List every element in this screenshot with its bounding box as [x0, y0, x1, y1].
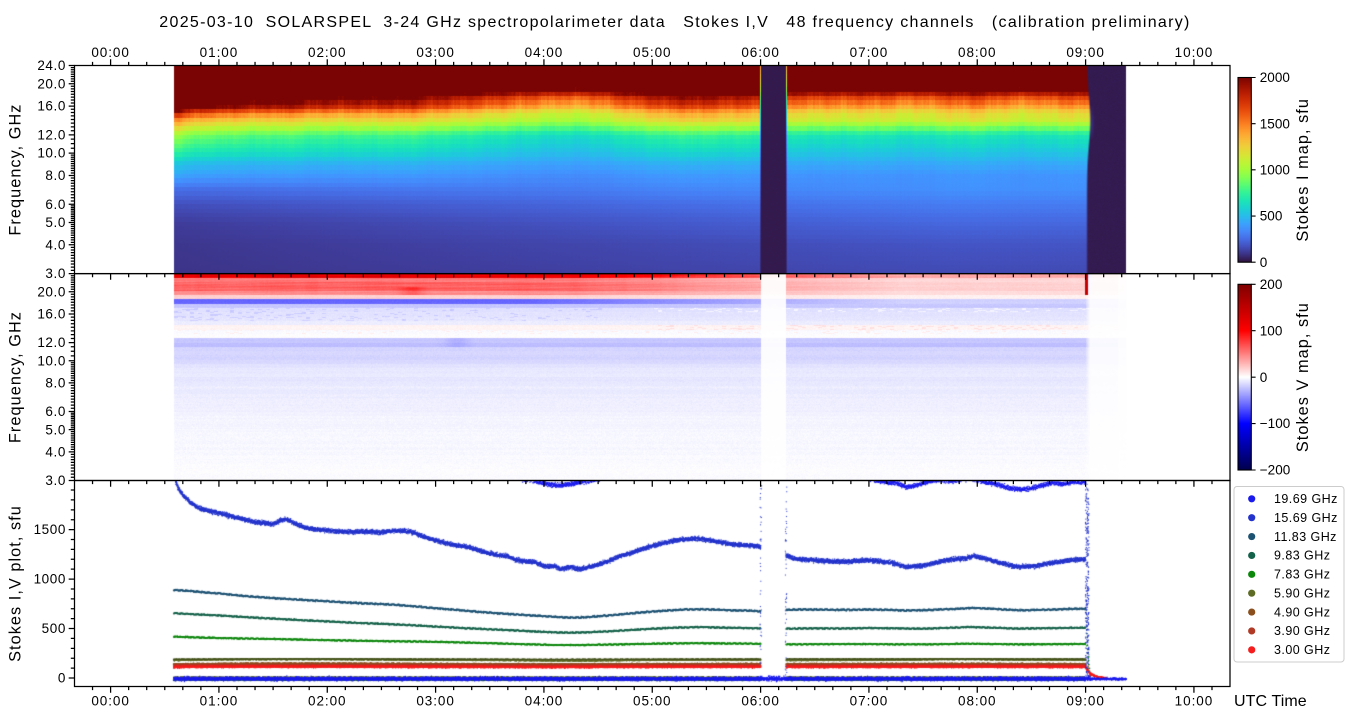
svg-text:−100: −100 — [1260, 416, 1290, 431]
svg-text:5.90 GHz: 5.90 GHz — [1274, 586, 1330, 600]
svg-text:0: 0 — [1260, 255, 1268, 270]
svg-text:7.83 GHz: 7.83 GHz — [1274, 568, 1330, 582]
svg-text:100: 100 — [1260, 323, 1283, 338]
svg-text:3.90 GHz: 3.90 GHz — [1274, 624, 1330, 638]
svg-text:05:00: 05:00 — [633, 45, 672, 60]
svg-text:00:00: 00:00 — [91, 694, 130, 709]
svg-text:UTC Time: UTC Time — [1234, 693, 1307, 710]
svg-text:00:00: 00:00 — [91, 45, 130, 60]
svg-text:0: 0 — [1260, 370, 1268, 385]
svg-text:1000: 1000 — [1260, 162, 1290, 177]
svg-text:10.0: 10.0 — [37, 146, 66, 161]
svg-text:4.0: 4.0 — [45, 237, 66, 252]
svg-text:9.83 GHz: 9.83 GHz — [1274, 549, 1330, 563]
svg-text:−200: −200 — [1260, 463, 1290, 478]
svg-text:08:00: 08:00 — [958, 694, 997, 709]
svg-text:2025-03-10 SOLARSPEL 3-24 GH: 2025-03-10 SOLARSPEL 3-24 GHz spectropol… — [159, 14, 1190, 31]
svg-text:Frequency, GHz: Frequency, GHz — [7, 311, 25, 443]
svg-text:0: 0 — [58, 671, 66, 686]
svg-text:4.90 GHz: 4.90 GHz — [1274, 605, 1330, 619]
svg-text:11.83 GHz: 11.83 GHz — [1274, 530, 1337, 544]
svg-text:3.0: 3.0 — [45, 266, 66, 281]
svg-text:04:00: 04:00 — [525, 694, 564, 709]
svg-text:19.69 GHz: 19.69 GHz — [1274, 492, 1338, 506]
svg-text:07:00: 07:00 — [850, 694, 889, 709]
svg-text:01:00: 01:00 — [200, 45, 239, 60]
svg-text:24.0: 24.0 — [37, 58, 66, 73]
svg-text:1000: 1000 — [34, 572, 66, 587]
svg-text:10.0: 10.0 — [37, 353, 66, 368]
svg-text:1500: 1500 — [34, 522, 66, 537]
svg-text:Frequency, GHz: Frequency, GHz — [7, 104, 25, 236]
svg-text:4.0: 4.0 — [45, 444, 66, 459]
svg-text:09:00: 09:00 — [1066, 694, 1105, 709]
svg-text:16.0: 16.0 — [37, 99, 66, 114]
svg-text:02:00: 02:00 — [308, 45, 347, 60]
svg-text:8.0: 8.0 — [45, 376, 66, 391]
svg-text:15.69 GHz: 15.69 GHz — [1274, 511, 1338, 525]
svg-text:20.0: 20.0 — [37, 284, 66, 299]
svg-text:05:00: 05:00 — [633, 694, 672, 709]
svg-text:04:00: 04:00 — [525, 45, 564, 60]
svg-text:09:00: 09:00 — [1066, 45, 1105, 60]
svg-text:12.0: 12.0 — [37, 127, 66, 142]
svg-text:2000: 2000 — [1260, 70, 1290, 85]
svg-text:10:00: 10:00 — [1175, 45, 1214, 60]
svg-text:5.0: 5.0 — [45, 422, 66, 437]
svg-text:3.00 GHz: 3.00 GHz — [1274, 643, 1330, 657]
svg-text:1500: 1500 — [1260, 116, 1290, 131]
svg-text:06:00: 06:00 — [741, 694, 780, 709]
svg-text:200: 200 — [1260, 277, 1283, 292]
svg-text:03:00: 03:00 — [416, 45, 455, 60]
svg-text:Stokes I,V plot, sfu: Stokes I,V plot, sfu — [7, 505, 25, 662]
svg-text:3.0: 3.0 — [45, 473, 66, 488]
svg-text:01:00: 01:00 — [200, 694, 239, 709]
svg-text:08:00: 08:00 — [958, 45, 997, 60]
svg-text:500: 500 — [42, 621, 66, 636]
svg-text:20.0: 20.0 — [37, 76, 66, 91]
svg-text:12.0: 12.0 — [37, 335, 66, 350]
svg-text:500: 500 — [1260, 209, 1283, 224]
svg-text:5.0: 5.0 — [45, 215, 66, 230]
svg-text:07:00: 07:00 — [850, 45, 889, 60]
svg-text:10:00: 10:00 — [1175, 694, 1214, 709]
svg-text:6.0: 6.0 — [45, 404, 66, 419]
svg-text:16.0: 16.0 — [37, 307, 66, 322]
svg-text:Stokes V map, sfu: Stokes V map, sfu — [1294, 302, 1312, 452]
svg-text:06:00: 06:00 — [741, 45, 780, 60]
svg-text:02:00: 02:00 — [308, 694, 347, 709]
svg-text:03:00: 03:00 — [416, 694, 455, 709]
svg-text:Stokes I map, sfu: Stokes I map, sfu — [1294, 98, 1312, 242]
svg-text:6.0: 6.0 — [45, 197, 66, 212]
svg-text:8.0: 8.0 — [45, 168, 66, 183]
